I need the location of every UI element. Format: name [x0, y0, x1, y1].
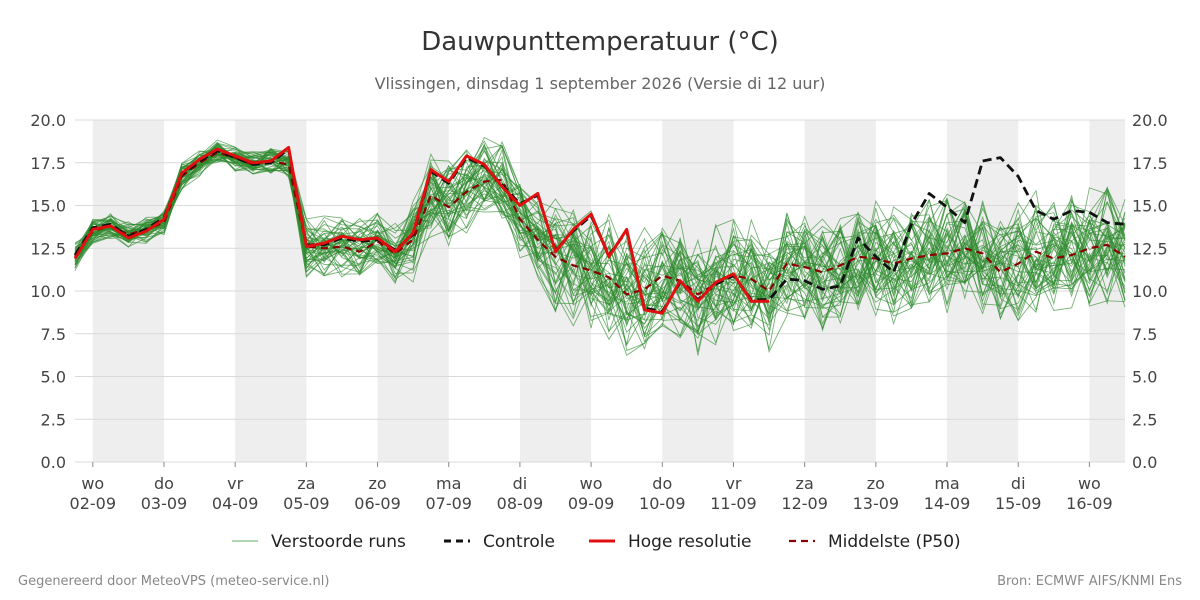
ensemble-run-line	[74, 148, 1126, 336]
y-tick-label-left: 17.5	[30, 154, 66, 173]
x-tick-weekday: wo	[580, 474, 603, 493]
legend-label: Controle	[483, 532, 555, 552]
legend-label: Verstoorde runs	[271, 532, 406, 552]
x-tick-weekday: di	[513, 474, 528, 493]
series-line-hoge-resolutie	[73, 145, 770, 315]
y-tick-label-right: 20.0	[1132, 111, 1168, 130]
x-tick-date: 14-09	[924, 494, 971, 513]
x-tick-date: 16-09	[1066, 494, 1113, 513]
ensemble-run-line	[74, 143, 1126, 321]
legend: Verstoorde runs Controle Hoge resolutie Mid…	[232, 532, 961, 552]
x-tick-date: 12-09	[781, 494, 828, 513]
ensemble-run-line	[74, 143, 1126, 311]
legend-label: Middelste (P50)	[828, 532, 961, 552]
ensemble-run-line	[74, 153, 1126, 352]
ensemble-run-line	[74, 147, 1126, 320]
y-tick-label-left: 7.5	[41, 325, 66, 344]
x-tick-date: 07-09	[425, 494, 472, 513]
y-tick-label-right: 15.0	[1132, 197, 1168, 216]
y-tick-label-left: 15.0	[30, 197, 66, 216]
x-axis: wo02-09do03-09vr04-09za05-09zo06-09ma07-…	[70, 462, 1113, 513]
y-tick-label-left: 5.0	[41, 368, 66, 387]
x-tick-date: 10-09	[639, 494, 686, 513]
y-tick-label-right: 5.0	[1132, 368, 1157, 387]
legend-label: Hoge resolutie	[628, 532, 752, 552]
x-tick-date: 05-09	[283, 494, 330, 513]
y-tick-label-left: 0.0	[41, 453, 66, 472]
x-tick-weekday: ma	[934, 474, 959, 493]
x-tick-weekday: vr	[227, 474, 243, 493]
x-tick-weekday: di	[1011, 474, 1026, 493]
y-tick-label-right: 0.0	[1132, 453, 1157, 472]
footer-credit: Gegenereerd door MeteoVPS (meteo-service…	[18, 574, 329, 589]
x-tick-date: 09-09	[568, 494, 615, 513]
x-tick-date: 03-09	[141, 494, 188, 513]
x-tick-weekday: wo	[1078, 474, 1101, 493]
x-tick-date: 13-09	[853, 494, 900, 513]
y-tick-label-right: 7.5	[1132, 325, 1157, 344]
x-tick-weekday: za	[796, 474, 814, 493]
x-tick-date: 02-09	[70, 494, 117, 513]
chart-title: Dauwpunttemperatuur (°C)	[421, 27, 779, 57]
y-tick-label-right: 10.0	[1132, 282, 1168, 301]
y-tick-label-right: 2.5	[1132, 410, 1157, 429]
x-tick-weekday: vr	[725, 474, 741, 493]
y-tick-label-left: 12.5	[30, 239, 66, 258]
x-tick-weekday: zo	[867, 474, 885, 493]
x-tick-date: 06-09	[354, 494, 401, 513]
y-tick-label-right: 17.5	[1132, 154, 1168, 173]
x-tick-weekday: wo	[81, 474, 104, 493]
ensemble-run-line	[74, 147, 1126, 347]
ensemble-run-line	[74, 143, 1126, 335]
y-axis-right: 0.0 2.5 5.0 7.5 10.0 12.5 15.0 17.5 20.0	[1132, 111, 1168, 472]
y-tick-label-right: 12.5	[1132, 239, 1168, 258]
ensemble-run-line	[74, 155, 1126, 340]
x-tick-weekday: do	[652, 474, 672, 493]
x-tick-weekday: zo	[368, 474, 386, 493]
x-tick-date: 04-09	[212, 494, 259, 513]
x-tick-date: 08-09	[497, 494, 544, 513]
footer-source: Bron: ECMWF AIFS/KNMI Ens	[997, 574, 1182, 589]
x-tick-date: 15-09	[995, 494, 1042, 513]
x-tick-weekday: do	[154, 474, 174, 493]
series-line-middelste-p50	[74, 151, 1126, 296]
main-series	[73, 145, 1126, 315]
y-axis-left: 0.0 2.5 5.0 7.5 10.0 12.5 15.0 17.5 20.0	[30, 111, 66, 472]
x-tick-weekday: ma	[436, 474, 461, 493]
y-tick-label-left: 2.5	[41, 410, 66, 429]
x-tick-date: 11-09	[710, 494, 757, 513]
chart-subtitle: Vlissingen, dinsdag 1 september 2026 (Ve…	[375, 74, 826, 93]
x-tick-weekday: za	[297, 474, 315, 493]
y-tick-label-left: 10.0	[30, 282, 66, 301]
y-tick-label-left: 20.0	[30, 111, 66, 130]
